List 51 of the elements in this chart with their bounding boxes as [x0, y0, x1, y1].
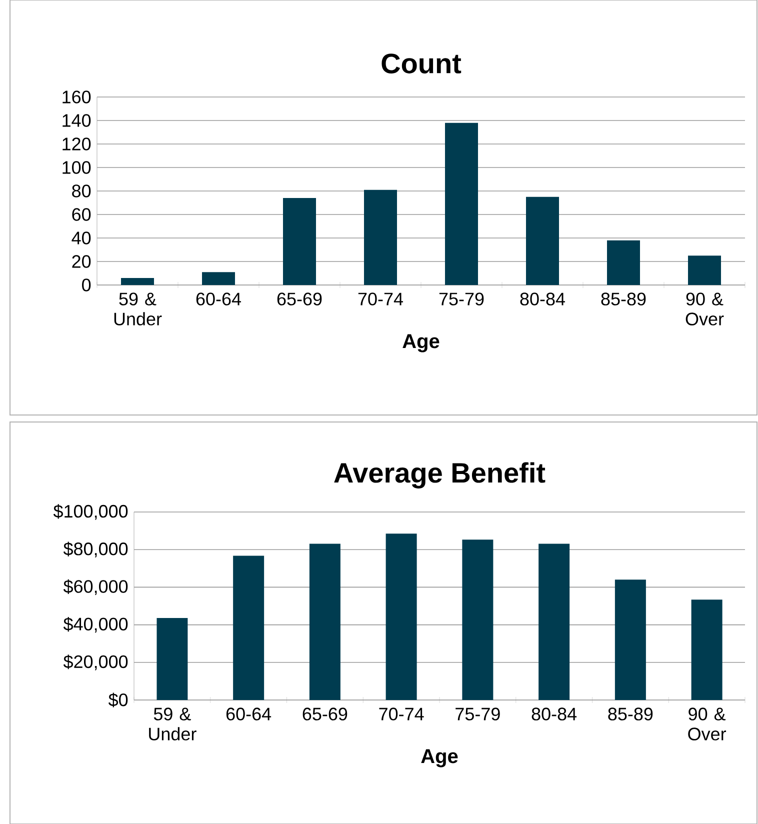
y-tick-label: $40,000 [63, 616, 128, 633]
x-tick-label: 60-64 [196, 292, 241, 306]
y-tick-label: 60 [72, 208, 91, 221]
bar [526, 196, 560, 285]
y-tick-label: 100 [62, 161, 91, 174]
x-tick-label: 65-69 [302, 708, 348, 720]
x-tick-label: 75-79 [439, 292, 484, 306]
bar [688, 256, 722, 285]
y-tick-label: 120 [62, 138, 91, 150]
y-tick-label: $80,000 [63, 542, 128, 558]
x-tick-label: 75-79 [456, 708, 500, 720]
bar [309, 544, 340, 700]
chart-title: Count [382, 54, 462, 74]
y-tick-label: 160 [62, 90, 91, 104]
x-tick-label: 85-89 [608, 708, 653, 720]
bar [156, 618, 188, 700]
y-tick-label: $20,000 [63, 654, 128, 670]
bar [614, 580, 646, 700]
x-tick-label: 80-84 [532, 708, 577, 720]
x-tick-label: 80-84 [520, 292, 565, 306]
bar [691, 600, 722, 700]
y-tick-label: $0 [108, 692, 128, 708]
y-tick-label: $60,000 [63, 579, 128, 596]
x-tick-label: 90 & Over [686, 292, 724, 326]
bar [445, 122, 478, 285]
bar [283, 198, 316, 285]
bar [607, 240, 640, 285]
y-tick-label: 80 [72, 184, 91, 198]
x-tick-label: 70-74 [358, 292, 403, 306]
chart-title: Average Benefit [334, 462, 546, 488]
y-tick-label: 0 [82, 278, 91, 292]
x-tick-label: 70-74 [379, 708, 424, 720]
y-tick-label: 40 [72, 232, 91, 244]
bar [121, 278, 154, 285]
y-tick-label: $100,000 [53, 504, 128, 520]
bar [462, 540, 494, 700]
bar [233, 556, 264, 700]
x-tick-label: 65-69 [277, 292, 322, 306]
x-axis-title: Age [402, 334, 440, 352]
x-tick-label: 59 & Under [149, 708, 196, 740]
bar [364, 190, 397, 285]
x-tick-label: 90 & Over [688, 708, 726, 740]
bar [538, 544, 570, 700]
x-tick-label: 59 & Under [114, 292, 162, 326]
y-tick-label: 20 [72, 255, 91, 268]
x-tick-label: 85-89 [601, 292, 646, 306]
y-tick-label: 140 [62, 114, 91, 127]
x-axis-title: Age [421, 749, 458, 768]
x-tick-label: 60-64 [226, 708, 272, 720]
bar [202, 272, 235, 285]
bar [386, 534, 417, 700]
